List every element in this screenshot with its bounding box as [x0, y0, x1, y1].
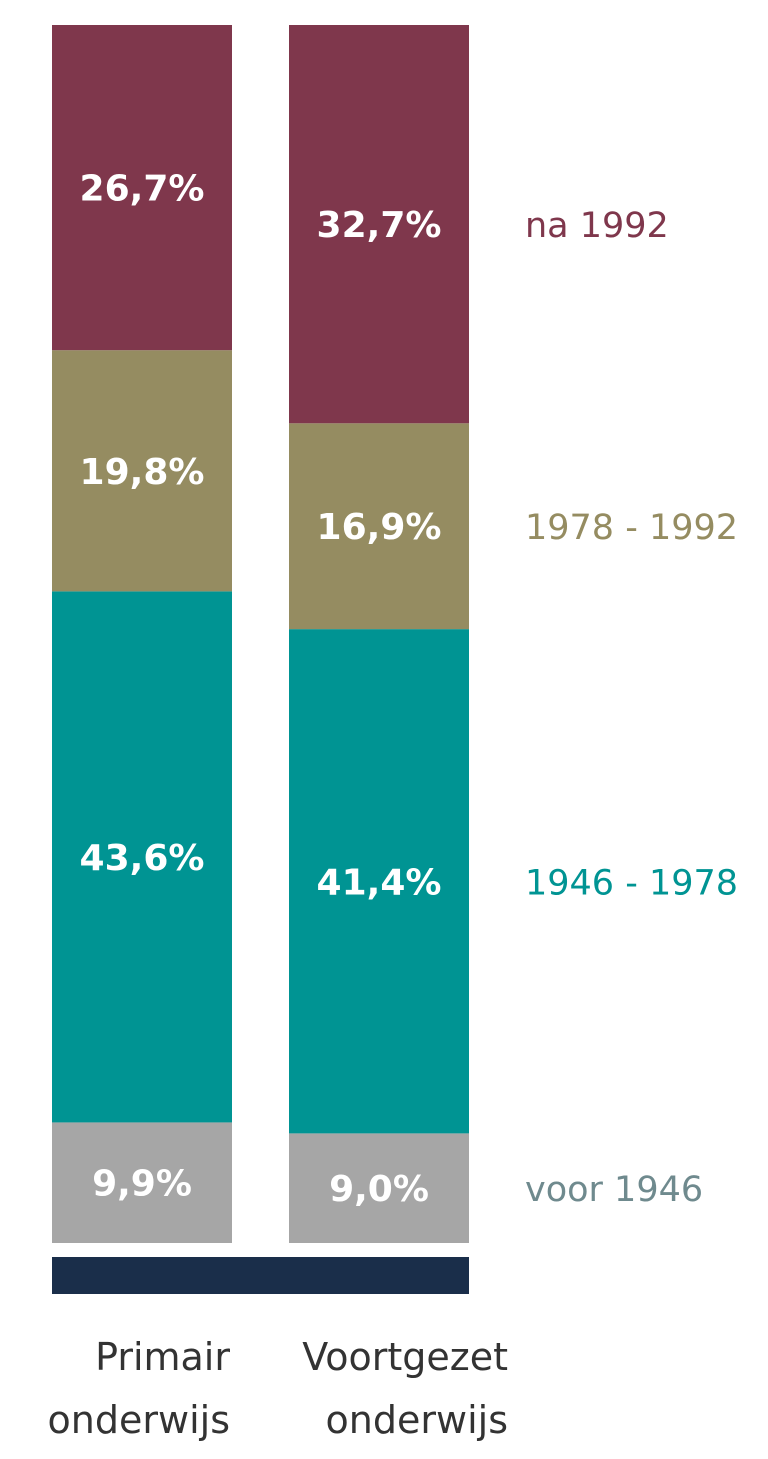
baseline-bar: [52, 1257, 469, 1294]
data-label-1-0: 9,0%: [329, 1169, 429, 1210]
bar-segment-1-2: [289, 423, 469, 630]
category-label-1-line1: Voortgezet: [302, 1335, 508, 1379]
data-label-0-3: 26,7%: [80, 169, 205, 210]
legend-label-2: 1978 - 1992: [525, 508, 738, 548]
category-label-1-line2: onderwijs: [326, 1398, 508, 1442]
data-label-1-1: 41,4%: [317, 862, 442, 903]
bars-group: [52, 25, 469, 1243]
segment-labels-group: 9,9% 43,6% 19,8% 26,7% 9,0% 41,4% 16,9% 32,7%: [80, 169, 442, 1211]
data-label-1-2: 16,9%: [317, 507, 442, 548]
bar-segment-1-3: [289, 25, 469, 424]
legend-label-1: 1946 - 1978: [525, 863, 738, 903]
bar-segment-0-0: [52, 1122, 232, 1243]
bar-segment-1-1: [289, 629, 469, 1134]
data-label-0-0: 9,9%: [92, 1164, 192, 1205]
bar-segment-0-3: [52, 25, 232, 351]
category-label-0-line2: onderwijs: [48, 1398, 230, 1442]
legend-label-3: na 1992: [525, 206, 669, 246]
category-label-0-line1: Primair: [95, 1335, 230, 1379]
category-labels-group: Primair onderwijs Voortgezet onderwijs: [48, 1335, 508, 1442]
bar-segment-1-0: [289, 1133, 469, 1243]
data-label-0-1: 43,6%: [80, 838, 205, 879]
legend-label-0: voor 1946: [525, 1170, 703, 1210]
data-label-1-3: 32,7%: [317, 205, 442, 246]
data-label-0-2: 19,8%: [80, 452, 205, 493]
legend-group: voor 1946 1946 - 1978 1978 - 1992 na 1992: [525, 206, 738, 1210]
bar-segment-0-1: [52, 591, 232, 1123]
bar-segment-0-2: [52, 350, 232, 592]
